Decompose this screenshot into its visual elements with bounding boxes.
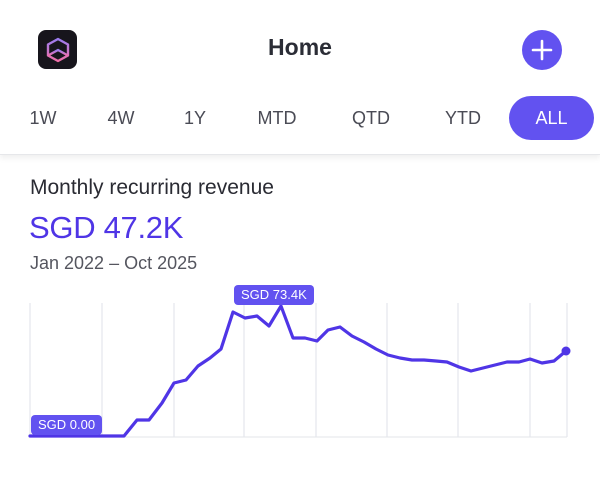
revenue-line — [28, 304, 568, 438]
tab-1w[interactable]: 1W — [29, 108, 57, 128]
metric-value: SGD 47.2K — [29, 210, 184, 245]
chart-gridlines — [29, 303, 568, 437]
tab-all[interactable]: ALL — [509, 96, 594, 140]
plus-icon — [531, 39, 553, 61]
add-button[interactable] — [522, 30, 562, 70]
page-title: Home — [268, 34, 332, 60]
mrr-line-chart[interactable]: SGD 73.4K SGD 0.00 — [0, 280, 600, 460]
metric-date-range: Jan 2022 – Oct 2025 — [30, 253, 198, 273]
tab-4w[interactable]: 4W — [107, 108, 135, 128]
tab-mtd[interactable]: MTD — [257, 108, 297, 128]
tab-ytd[interactable]: YTD — [445, 108, 481, 128]
min-value-label: SGD 0.00 — [31, 415, 103, 435]
range-tabs: 1W 4W 1Y MTD QTD YTD ALL — [0, 96, 600, 140]
top-bar: Home 1W 4W 1Y MTD QTD YTD ALL — [0, 0, 600, 155]
metric-title: Monthly recurring revenue — [30, 176, 274, 199]
chart-canvas — [28, 303, 571, 438]
cube-logo-icon[interactable] — [38, 30, 77, 69]
latest-point-marker — [561, 346, 571, 356]
tab-1y[interactable]: 1Y — [183, 108, 207, 128]
tab-qtd[interactable]: QTD — [352, 108, 390, 128]
max-value-label: SGD 73.4K — [234, 285, 314, 305]
